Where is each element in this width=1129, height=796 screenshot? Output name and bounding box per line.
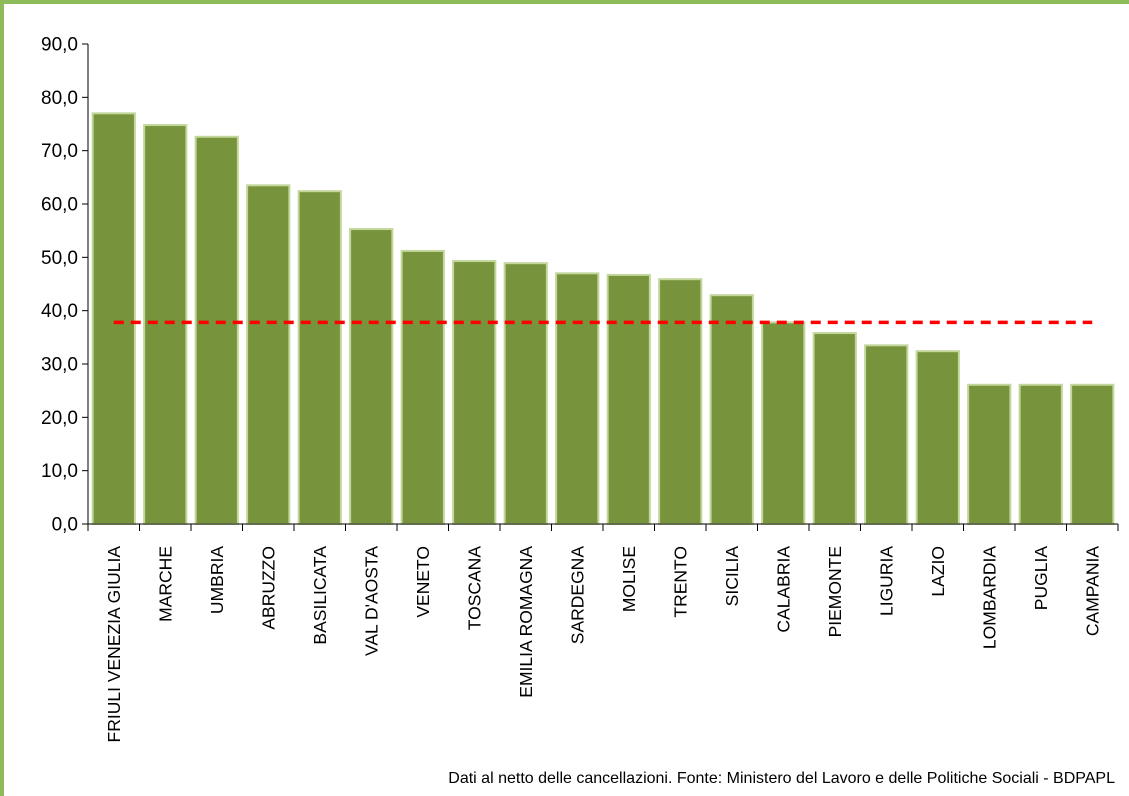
bar-17: [915, 350, 960, 526]
bar-14: [761, 321, 806, 525]
x-category-label: MARCHE: [155, 546, 175, 622]
x-category-label: PUGLIA: [1031, 546, 1051, 611]
bar-6: [349, 228, 394, 525]
bar-5: [297, 190, 342, 525]
y-tick-label: 80,0: [41, 88, 78, 109]
bar-4: [246, 184, 291, 526]
x-category-label: CALABRIA: [773, 546, 793, 633]
x-category-label: LIGURIA: [876, 546, 896, 616]
bar-19: [1018, 383, 1063, 525]
y-tick-label: 50,0: [41, 248, 78, 269]
bar-15: [812, 332, 857, 525]
x-category-label: PIEMONTE: [825, 546, 845, 637]
bars-group: [91, 112, 1115, 526]
bar-12: [658, 278, 703, 526]
bar-2: [143, 124, 188, 525]
bar-3: [194, 135, 239, 526]
source-note: Dati al netto delle cancellazioni. Fonte…: [448, 770, 1115, 787]
x-category-label: TRENTO: [670, 546, 690, 618]
x-category-label: VAL D'AOSTA: [361, 546, 381, 656]
y-axis-ticks: 0,0 10,0 20,0 30,0 40,0 50,0 60,0 70,0 80,0 90,0: [41, 35, 88, 536]
y-tick-label: 70,0: [41, 141, 78, 162]
x-category-label: EMILIA ROMAGNA: [516, 546, 536, 698]
y-tick-label: 30,0: [41, 355, 78, 376]
x-category-label: SARDEGNA: [567, 546, 587, 645]
x-category-label: CAMPANIA: [1082, 546, 1102, 636]
y-tick-label: 90,0: [41, 35, 78, 56]
bar-20: [1070, 383, 1115, 525]
x-category-label: UMBRIA: [207, 546, 227, 614]
bar-13: [709, 294, 754, 526]
x-category-label: BASILICATA: [310, 546, 330, 645]
x-category-label: SICILIA: [722, 546, 742, 607]
bar-9: [503, 262, 548, 525]
x-category-label: VENETO: [413, 546, 433, 618]
x-category-label: LAZIO: [928, 546, 948, 597]
x-category-label: LOMBARDIA: [979, 546, 999, 649]
bar-8: [452, 260, 497, 525]
bar-16: [864, 344, 909, 525]
bar-11: [606, 273, 651, 525]
y-tick-label: 10,0: [41, 461, 78, 482]
bar-7: [400, 249, 445, 525]
axes-group: [87, 44, 1119, 531]
bar-1: [91, 112, 136, 526]
x-category-label: TOSCANA: [464, 546, 484, 631]
bar-10: [555, 272, 600, 525]
x-category-label: ABRUZZO: [258, 546, 278, 630]
y-tick-label: 60,0: [41, 195, 78, 216]
y-tick-label: 0,0: [52, 515, 78, 536]
y-tick-label: 20,0: [41, 408, 78, 429]
x-category-label: FRIULI VENEZIA GIULIA: [104, 546, 124, 743]
x-category-label: MOLISE: [619, 546, 639, 612]
bar-18: [967, 383, 1012, 525]
x-axis-labels: FRIULI VENEZIA GIULIA MARCHE UMBRIA ABRUZZO…: [104, 546, 1103, 743]
y-tick-label: 40,0: [41, 301, 78, 322]
